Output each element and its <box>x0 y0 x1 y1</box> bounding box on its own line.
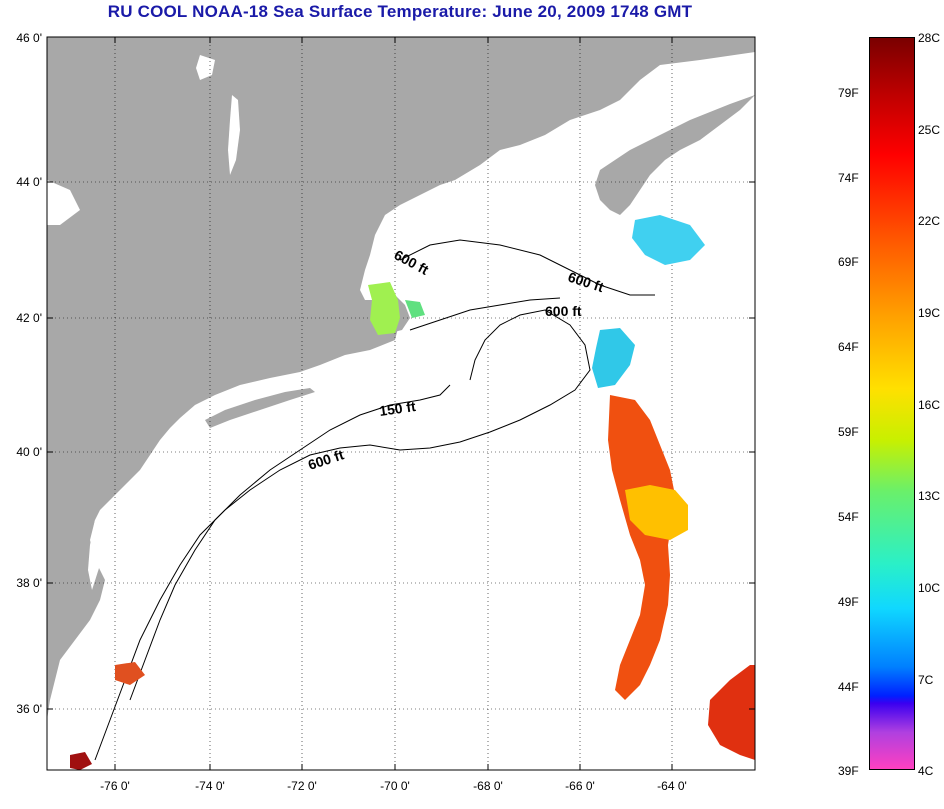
sst-patch-warm-core <box>625 485 688 540</box>
sst-patch-shelfbreak <box>592 328 635 388</box>
colorbar-celsius-label: 7C <box>918 673 934 687</box>
colorbar-celsius-label: 4C <box>918 764 934 778</box>
sst-data <box>70 215 755 770</box>
colorbar-celsius-label: 13C <box>918 489 941 503</box>
lon-label: -68 0' <box>473 779 503 793</box>
lat-label: 42 0' <box>16 311 42 325</box>
lon-label: -66 0' <box>565 779 595 793</box>
colorbar-fahrenheit-label: 74F <box>838 171 859 185</box>
colorbar-fahrenheit-label: 79F <box>838 86 859 100</box>
colorbar-fahrenheit-label: 64F <box>838 340 859 354</box>
contour-inner-gom <box>409 297 561 331</box>
colorbar-celsius-label: 28C <box>918 31 941 45</box>
sst-patch-hatteras <box>115 662 145 685</box>
long-island <box>205 388 315 428</box>
lon-label: -72 0' <box>287 779 317 793</box>
sst-patch-gulf-stream <box>608 395 675 700</box>
sst-patch-ne-corner <box>708 665 755 760</box>
lake-champlain <box>228 95 240 175</box>
contour-label: 600 ft <box>545 303 582 319</box>
lat-label: 44 0' <box>16 175 42 189</box>
colorbar-fahrenheit-label: 44F <box>838 680 859 694</box>
lat-label: 38 0' <box>16 576 42 590</box>
lon-label: -76 0' <box>100 779 130 793</box>
lat-label: 46 0' <box>16 31 42 45</box>
map-title: RU COOL NOAA-18 Sea Surface Temperature:… <box>107 2 693 21</box>
tick-marks <box>47 37 755 770</box>
us-mainland <box>47 37 755 720</box>
colorbar-fahrenheit-label: 39F <box>838 764 859 778</box>
colorbar-fahrenheit-label: 49F <box>838 595 859 609</box>
nova-scotia <box>595 95 755 215</box>
contours <box>94 239 655 761</box>
colorbar-celsius-label: 16C <box>918 398 941 412</box>
lon-label: -70 0' <box>380 779 410 793</box>
colorbar-fahrenheit-label: 59F <box>838 425 859 439</box>
contour-600-gom <box>399 239 655 296</box>
sst-patch-cape-cod-bay <box>368 282 400 335</box>
lat-label: 36 0' <box>16 702 42 716</box>
colorbar-fahrenheit-label: 54F <box>838 510 859 524</box>
colorbar-celsius-label: 22C <box>918 214 941 228</box>
lake-ontario-edge <box>47 180 80 225</box>
sst-patch-southwest <box>70 752 92 770</box>
colorbar-celsius-label: 19C <box>918 306 941 320</box>
map-frame <box>46 36 756 771</box>
colorbar-celsius-label: 25C <box>918 123 941 137</box>
colorbar-fahrenheit-label: 69F <box>838 255 859 269</box>
sst-patch-scotian <box>632 215 705 265</box>
chesapeake-bay <box>88 520 105 590</box>
lon-label: -74 0' <box>195 779 225 793</box>
contour-600-shelf <box>94 309 591 761</box>
contour-label: 150 ft <box>378 398 417 419</box>
contour-150-shelf <box>129 384 451 701</box>
lon-label: -64 0' <box>657 779 687 793</box>
lat-label: 40 0' <box>16 445 42 459</box>
temperature-colorbar <box>869 37 915 770</box>
sst-patch-nantucket <box>405 300 425 318</box>
colorbar-celsius-label: 10C <box>918 581 941 595</box>
